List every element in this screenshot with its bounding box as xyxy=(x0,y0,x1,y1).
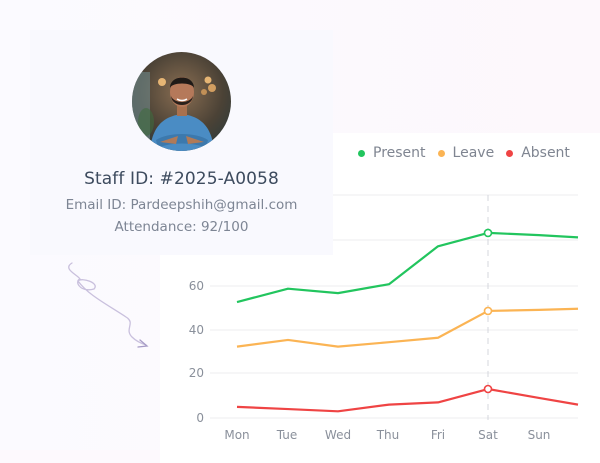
legend-item-absent[interactable]: Absent xyxy=(506,145,570,161)
series-line-absent[interactable] xyxy=(236,387,579,413)
series-line-present[interactable] xyxy=(236,231,579,304)
y-tick-20: 20 xyxy=(188,366,204,380)
staff-id: Staff ID: #2025-A0058 xyxy=(84,169,279,189)
decorative-arrow-icon xyxy=(68,262,149,348)
legend-label-present: Present xyxy=(373,145,426,161)
avatar[interactable] xyxy=(132,52,231,151)
legend-label-leave: Leave xyxy=(452,145,495,161)
x-tick-tue: Tue xyxy=(276,428,298,442)
y-tick-60: 60 xyxy=(188,279,204,293)
y-tick-40: 40 xyxy=(188,323,204,337)
y-tick-0: 0 xyxy=(196,411,204,425)
data-point-marker-absent[interactable] xyxy=(483,384,493,394)
x-tick-mon: Mon xyxy=(224,428,250,442)
legend-label-absent: Absent xyxy=(521,145,570,161)
staff-photo-icon xyxy=(132,52,231,151)
x-tick-thu: Thu xyxy=(376,428,400,442)
x-tick-sun: Sun xyxy=(527,428,551,442)
attendance-line-chart xyxy=(210,194,579,420)
present-dot-icon xyxy=(358,149,365,157)
x-tick-wed: Wed xyxy=(324,428,352,442)
legend-item-leave[interactable]: Leave xyxy=(437,145,495,161)
x-tick-fri: Fri xyxy=(430,428,446,442)
absent-dot-icon xyxy=(506,149,514,157)
data-point-marker-leave[interactable] xyxy=(483,306,493,316)
staff-email[interactable]: Email ID: Pardeepshih@gmail.com xyxy=(65,197,298,213)
leave-dot-icon xyxy=(437,149,445,157)
data-point-marker-present[interactable] xyxy=(483,228,493,238)
staff-attendance: Attendance: 92/100 xyxy=(114,219,249,235)
series-line-leave[interactable] xyxy=(236,307,579,348)
legend-item-present[interactable]: Present xyxy=(358,145,426,161)
staff-profile-card: Staff ID: #2025-A0058 Email ID: Pardeeps… xyxy=(30,30,333,255)
chart-legend: Present Leave Absent xyxy=(358,145,582,161)
x-tick-sat: Sat xyxy=(478,428,498,442)
